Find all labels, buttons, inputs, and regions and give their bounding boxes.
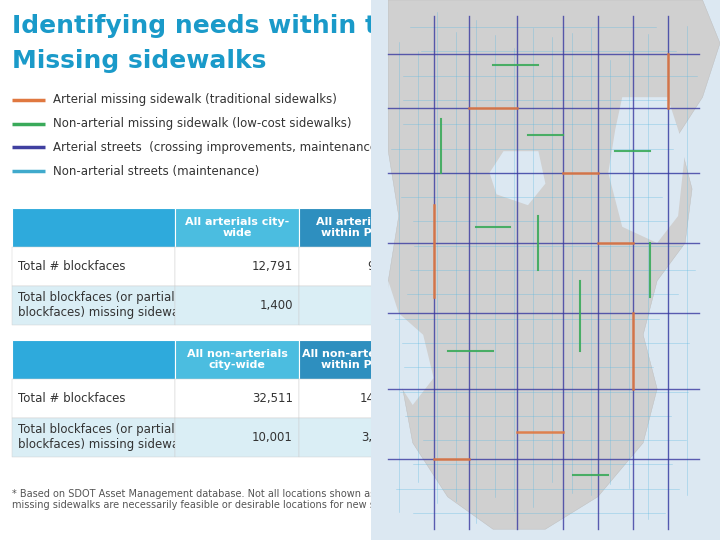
Text: Non-arterial missing sidewalk (low-cost sidewalks): Non-arterial missing sidewalk (low-cost … (53, 117, 351, 130)
FancyBboxPatch shape (175, 208, 299, 247)
FancyBboxPatch shape (299, 418, 407, 457)
Text: 1,400: 1,400 (259, 299, 293, 312)
Text: 10,001: 10,001 (252, 431, 293, 444)
Text: All arterials city-
wide: All arterials city- wide (185, 217, 289, 238)
FancyBboxPatch shape (175, 247, 299, 286)
FancyBboxPatch shape (12, 286, 175, 325)
Text: Missing sidewalks: Missing sidewalks (12, 49, 266, 72)
FancyBboxPatch shape (175, 418, 299, 457)
Text: * Based on SDOT Asset Management database. Not all locations shown as
missing si: * Based on SDOT Asset Management databas… (12, 489, 420, 510)
Text: All non-arterials
within PIN: All non-arterials within PIN (302, 349, 403, 370)
FancyBboxPatch shape (299, 340, 407, 379)
FancyBboxPatch shape (175, 286, 299, 325)
FancyBboxPatch shape (12, 379, 175, 418)
Text: Non-arterial streets (maintenance): Non-arterial streets (maintenance) (53, 165, 259, 178)
Text: Total blockfaces (or partial
blockfaces) missing sidewalks: Total blockfaces (or partial blockfaces)… (18, 291, 196, 319)
Text: 32,511: 32,511 (252, 392, 293, 405)
FancyBboxPatch shape (12, 418, 175, 457)
Text: 12,791: 12,791 (252, 260, 293, 273)
Text: Arterial missing sidewalk (traditional sidewalks): Arterial missing sidewalk (traditional s… (53, 93, 337, 106)
FancyBboxPatch shape (175, 340, 299, 379)
Polygon shape (608, 97, 685, 243)
FancyBboxPatch shape (299, 247, 407, 286)
Text: 3,136*: 3,136* (361, 431, 401, 444)
Polygon shape (388, 281, 433, 405)
Polygon shape (490, 151, 546, 205)
Text: Total blockfaces (or partial
blockfaces) missing sidewalks: Total blockfaces (or partial blockfaces)… (18, 423, 196, 451)
Text: All arterials
within PIN: All arterials within PIN (317, 217, 390, 238)
FancyBboxPatch shape (12, 340, 175, 379)
Text: Total # blockfaces: Total # blockfaces (18, 392, 126, 405)
FancyBboxPatch shape (12, 208, 175, 247)
Text: Arterial streets  (crossing improvements, maintenance): Arterial streets (crossing improvements,… (53, 141, 382, 154)
Text: All non-arterials
city-wide: All non-arterials city-wide (186, 349, 287, 370)
FancyBboxPatch shape (12, 247, 175, 286)
Text: 14,770: 14,770 (359, 392, 401, 405)
FancyBboxPatch shape (299, 379, 407, 418)
Text: Total # blockfaces: Total # blockfaces (18, 260, 126, 273)
Text: Identifying needs within the PIN:: Identifying needs within the PIN: (12, 14, 479, 37)
FancyBboxPatch shape (299, 286, 407, 325)
FancyBboxPatch shape (299, 208, 407, 247)
FancyBboxPatch shape (175, 379, 299, 418)
Polygon shape (388, 0, 720, 529)
Text: 9,158: 9,158 (367, 260, 401, 273)
Text: 669*: 669* (372, 299, 401, 312)
